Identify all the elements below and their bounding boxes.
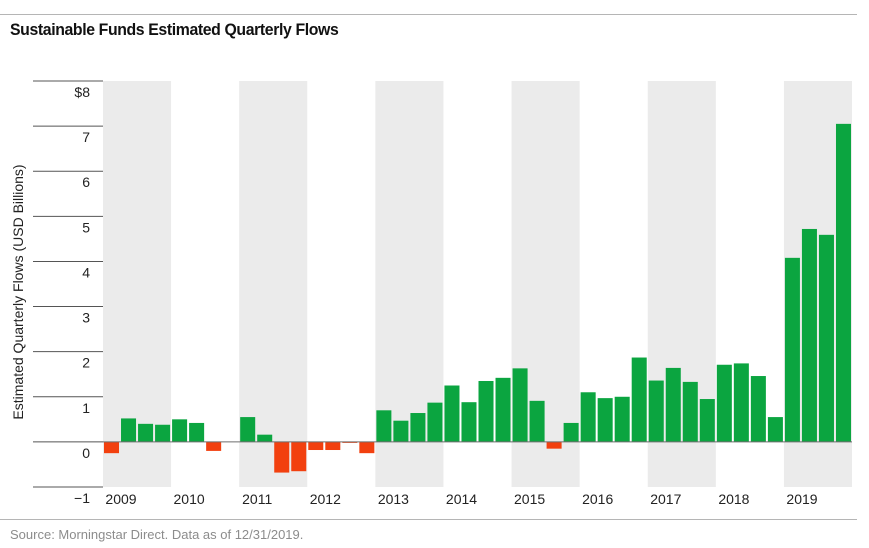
bar-2017-q4 [699, 399, 715, 442]
bar-2010-q2 [189, 422, 205, 442]
x-tick-label-2014: 2014 [446, 491, 477, 507]
year-band-2009 [103, 81, 172, 487]
y-tick-label: 4 [82, 264, 90, 280]
bar-2011-q4 [291, 441, 307, 472]
bar-2014-q2 [461, 402, 477, 442]
x-tick-label-2017: 2017 [650, 491, 681, 507]
bar-2016-q3 [614, 396, 630, 442]
bar-2014-q1 [444, 385, 460, 442]
x-tick-label-2019: 2019 [786, 491, 817, 507]
bar-2019-q3 [818, 234, 834, 442]
y-tick-label: 1 [82, 400, 90, 416]
y-tick-label: $8 [74, 84, 90, 100]
bar-2019-q2 [801, 228, 817, 442]
bar-2016-q4 [631, 357, 647, 442]
bars [104, 123, 851, 473]
bar-2009-q3 [138, 423, 154, 442]
source-note: Source: Morningstar Direct. Data as of 1… [10, 527, 304, 542]
y-tick-label: 5 [82, 219, 90, 235]
bar-2019-q1 [784, 257, 800, 442]
bar-2018-q4 [767, 417, 783, 442]
y-tick-label: 7 [82, 129, 90, 145]
bar-2018-q3 [750, 376, 766, 442]
y-tick-label: 3 [82, 310, 90, 326]
y-tick-label: 6 [82, 174, 90, 190]
bar-2017-q3 [682, 381, 698, 442]
bar-2013-q2 [393, 420, 409, 442]
top-rule [0, 14, 857, 15]
bar-2011-q3 [274, 441, 290, 473]
bar-2017-q2 [665, 367, 681, 442]
bar-2009-q4 [155, 424, 171, 442]
bar-2015-q4 [563, 422, 579, 442]
y-tick-label: 0 [82, 445, 90, 461]
bar-2013-q1 [376, 410, 392, 442]
bar-2015-q2 [529, 400, 545, 442]
x-tick-label-2011: 2011 [242, 491, 272, 507]
bar-2012-q1 [308, 441, 324, 451]
bar-2012-q2 [325, 441, 341, 451]
bar-2015-q1 [512, 368, 528, 442]
bar-2014-q4 [495, 377, 511, 442]
bar-2014-q3 [478, 380, 494, 442]
x-tick-label-2018: 2018 [718, 491, 749, 507]
x-tick-label-2010: 2010 [174, 491, 205, 507]
bottom-rule [0, 519, 857, 520]
y-tick-label: 2 [82, 355, 90, 371]
x-tick-label-2013: 2013 [378, 491, 409, 507]
x-tick-labels: 2009 2010 2011 2012 2013 2014 2015 2016 2017 2018… [105, 491, 817, 507]
bar-2009-q1 [104, 441, 120, 454]
y-tick-label: −1 [74, 490, 90, 506]
bar-2018-q1 [716, 364, 732, 442]
bar-2012-q4 [359, 441, 375, 454]
bar-2009-q2 [121, 418, 137, 442]
y-gridlines [33, 80, 103, 488]
bar-2018-q2 [733, 363, 749, 442]
bar-2013-q4 [427, 402, 443, 442]
x-tick-label-2016: 2016 [582, 491, 613, 507]
chart-title: Sustainable Funds Estimated Quarterly Fl… [10, 20, 339, 39]
bar-2010-q3 [206, 441, 222, 451]
bar-2016-q2 [597, 398, 613, 442]
bar-2011-q2 [257, 434, 273, 442]
bar-2010-q1 [172, 419, 188, 442]
bar-2015-q3 [546, 441, 562, 449]
x-tick-label-2015: 2015 [514, 491, 545, 507]
bar-2017-q1 [648, 380, 664, 442]
bar-2019-q4 [835, 123, 851, 442]
x-tick-label-2012: 2012 [310, 491, 341, 507]
bar-2013-q3 [410, 413, 426, 442]
y-tick-labels: $8 7 6 5 4 3 2 1 0 −1 [74, 84, 90, 506]
bar-2016-q1 [580, 392, 596, 442]
bar-2011-q1 [240, 417, 256, 442]
y-axis-title: Estimated Quarterly Flows (USD Billions) [10, 164, 26, 419]
bar-2012-q3 [342, 441, 358, 443]
x-tick-label-2009: 2009 [105, 491, 136, 507]
